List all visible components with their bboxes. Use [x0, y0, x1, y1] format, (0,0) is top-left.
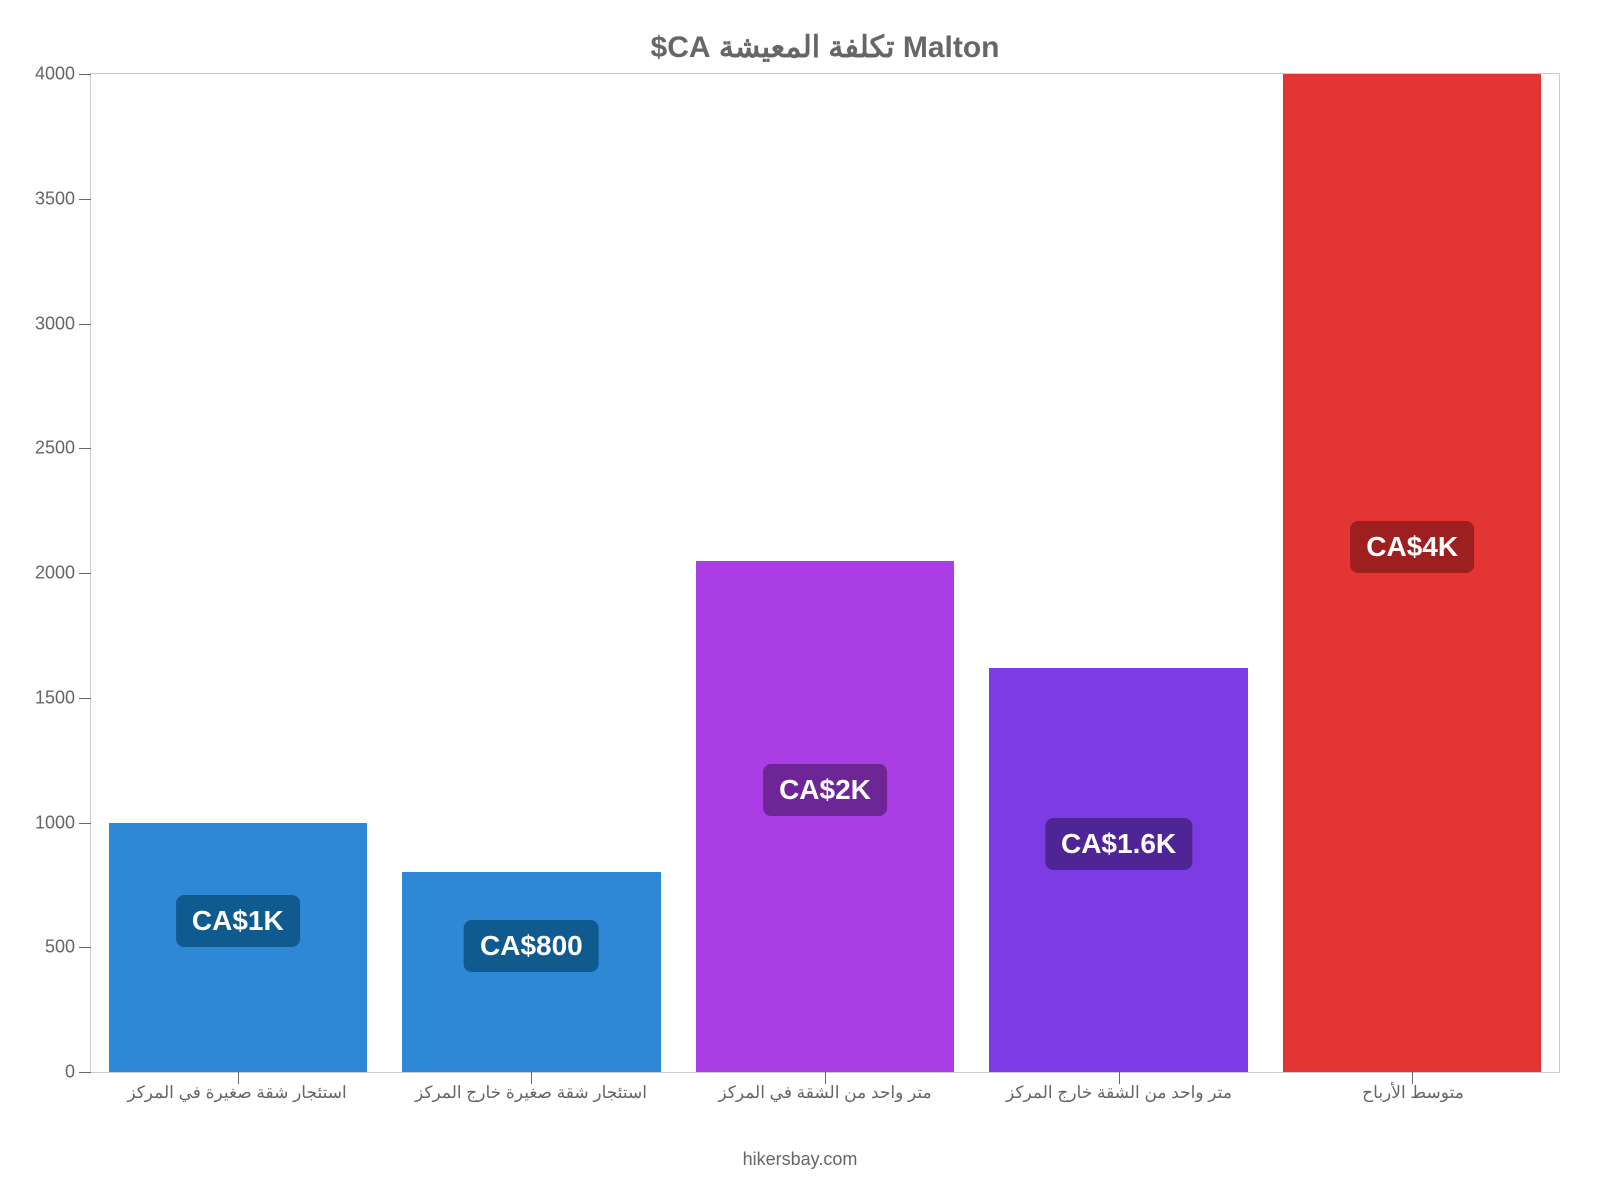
plot-area: 05001000150020002500300035004000 CA$1KCA… [90, 73, 1560, 1073]
x-axis-label: متوسط الأرباح [1266, 1083, 1560, 1103]
y-tick [79, 74, 91, 75]
y-axis-label: 500 [45, 937, 75, 958]
bar: CA$4K [1283, 74, 1541, 1072]
bar-value-label: CA$800 [464, 920, 599, 972]
y-tick [79, 823, 91, 824]
x-axis-label: استئجار شقة صغيرة في المركز [90, 1083, 384, 1103]
y-axis-label: 1000 [35, 812, 75, 833]
y-tick [79, 947, 91, 948]
y-tick [79, 1072, 91, 1073]
x-axis-labels: استئجار شقة صغيرة في المركزاستئجار شقة ص… [90, 1083, 1560, 1103]
x-tick [825, 1072, 826, 1084]
bar-slot: CA$2K [678, 74, 972, 1072]
bars-group: CA$1K CA$800 CA$2K CA$1.6K CA$4K [91, 74, 1559, 1072]
x-tick [1412, 1072, 1413, 1084]
y-tick [79, 199, 91, 200]
x-axis-label: متر واحد من الشقة خارج المركز [972, 1083, 1266, 1103]
x-tick [238, 1072, 239, 1084]
y-tick [79, 324, 91, 325]
x-tick-slot [678, 1072, 972, 1084]
y-axis-label: 2500 [35, 438, 75, 459]
bar: CA$1K [109, 823, 367, 1073]
bar-value-label: CA$1.6K [1045, 818, 1192, 870]
chart-container: Malton تكلفة المعيشة CA$ 050010001500200… [0, 0, 1600, 1200]
attribution-text: hikersbay.com [0, 1149, 1600, 1170]
y-tick [79, 698, 91, 699]
y-tick [79, 448, 91, 449]
y-axis-label: 0 [65, 1062, 75, 1083]
bar: CA$1.6K [989, 668, 1247, 1072]
bar-slot: CA$4K [1265, 74, 1559, 1072]
chart-title: Malton تكلفة المعيشة CA$ [90, 30, 1560, 65]
y-axis-label: 2000 [35, 563, 75, 584]
x-tick-slot [1265, 1072, 1559, 1084]
bar-value-label: CA$4K [1350, 521, 1474, 573]
x-tick-slot [972, 1072, 1266, 1084]
bar-slot: CA$1K [91, 74, 385, 1072]
x-axis-label: استئجار شقة صغيرة خارج المركز [384, 1083, 678, 1103]
x-tick-slot [91, 1072, 385, 1084]
x-tick-row [91, 1072, 1559, 1084]
y-axis-label: 3500 [35, 188, 75, 209]
y-tick [79, 573, 91, 574]
x-tick [531, 1072, 532, 1084]
y-axis-label: 1500 [35, 687, 75, 708]
bar: CA$2K [696, 561, 954, 1072]
bar-slot: CA$800 [385, 74, 679, 1072]
bar: CA$800 [402, 872, 660, 1072]
x-axis-label: متر واحد من الشقة في المركز [678, 1083, 972, 1103]
bar-slot: CA$1.6K [972, 74, 1266, 1072]
bar-value-label: CA$2K [763, 764, 887, 816]
x-tick-slot [385, 1072, 679, 1084]
y-axis-label: 3000 [35, 313, 75, 334]
bar-value-label: CA$1K [176, 895, 300, 947]
y-axis-label: 4000 [35, 64, 75, 85]
x-tick [1119, 1072, 1120, 1084]
